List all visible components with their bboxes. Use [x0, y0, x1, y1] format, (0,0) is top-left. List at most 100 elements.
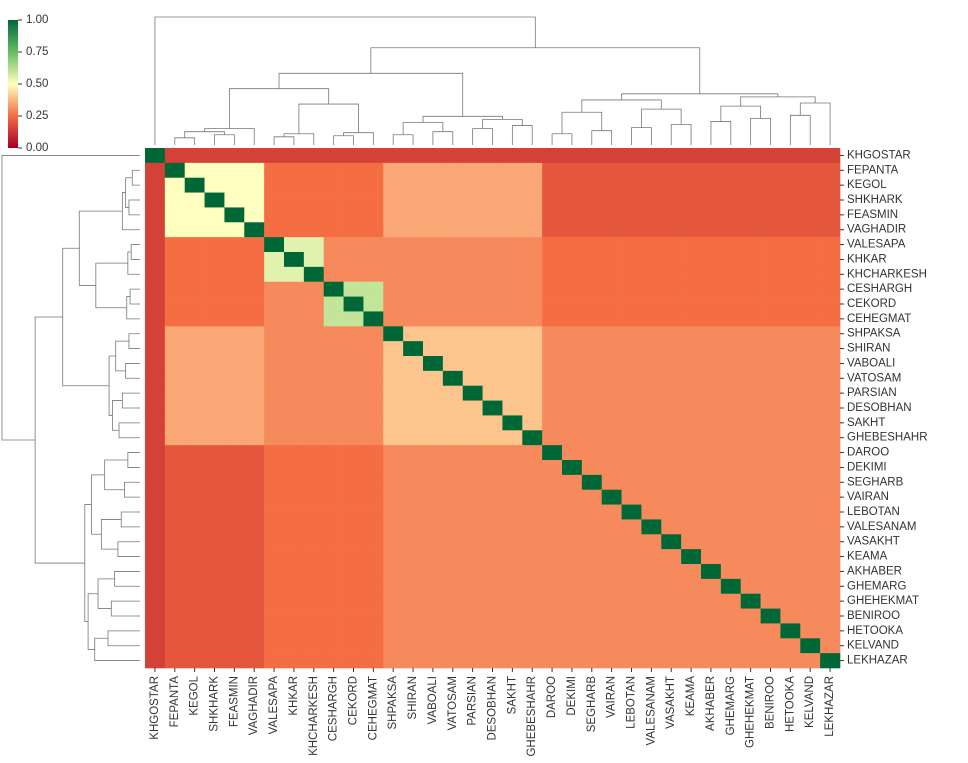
heatmap-cell: [165, 222, 185, 237]
top-dendrogram: [433, 132, 453, 145]
col-label: KHCHARKESH: [308, 676, 320, 756]
heatmap-cell: [363, 638, 383, 653]
heatmap-cell: [641, 282, 661, 297]
row-label: FEASMIN: [847, 209, 898, 221]
heatmap-cell: [383, 475, 403, 490]
col-label: GHEMARG: [725, 676, 737, 735]
heatmap-cell: [383, 163, 403, 178]
heatmap-cell: [542, 282, 562, 297]
col-label: CESHARGH: [328, 676, 340, 741]
row-label: SAKHT: [847, 417, 885, 429]
heatmap-cell: [264, 267, 284, 282]
heatmap-cell: [264, 297, 284, 312]
heatmap-cell: [780, 505, 800, 520]
heatmap-cell: [641, 193, 661, 208]
heatmap-cell: [324, 415, 344, 430]
col-label: VALESANAM: [645, 676, 657, 745]
heatmap-cell: [800, 475, 820, 490]
heatmap-cell: [165, 178, 185, 193]
heatmap-cell: [205, 326, 225, 341]
heatmap-cell: [582, 475, 602, 490]
heatmap-cell: [403, 490, 423, 505]
heatmap-cell: [165, 564, 185, 579]
heatmap-cell: [284, 193, 304, 208]
heatmap-cell: [463, 267, 483, 282]
row-label: VATOSAM: [847, 372, 901, 384]
heatmap-cell: [363, 148, 383, 163]
heatmap-cell: [502, 609, 522, 624]
heatmap-cell: [344, 549, 364, 564]
heatmap-cell: [383, 623, 403, 638]
heatmap-cell: [622, 148, 642, 163]
heatmap-cell: [423, 579, 443, 594]
heatmap-cell: [224, 371, 244, 386]
heatmap-cell: [244, 460, 264, 475]
heatmap-cell: [205, 207, 225, 222]
heatmap-cell: [145, 371, 165, 386]
heatmap-cell: [363, 282, 383, 297]
heatmap-cell: [403, 178, 423, 193]
heatmap-cell: [244, 207, 264, 222]
heatmap-cell: [165, 460, 185, 475]
col-label: CEKORD: [348, 676, 360, 725]
heatmap-cell: [205, 445, 225, 460]
heatmap-cell: [761, 401, 781, 416]
heatmap-cell: [205, 401, 225, 416]
heatmap-cell: [463, 326, 483, 341]
heatmap-cell: [383, 371, 403, 386]
heatmap-cell: [641, 445, 661, 460]
heatmap-cell: [324, 430, 344, 445]
heatmap-cell: [284, 490, 304, 505]
heatmap-cell: [602, 267, 622, 282]
heatmap-cell: [820, 579, 840, 594]
heatmap-cell: [324, 623, 344, 638]
left-dendrogram: [95, 638, 140, 660]
heatmap-cell: [205, 311, 225, 326]
heatmap-cell: [403, 445, 423, 460]
heatmap-cell: [463, 207, 483, 222]
heatmap-cell: [324, 579, 344, 594]
heatmap-cell: [820, 356, 840, 371]
heatmap-cell: [661, 282, 681, 297]
heatmap-cell: [661, 237, 681, 252]
heatmap-cell: [661, 579, 681, 594]
heatmap-cell: [701, 252, 721, 267]
heatmap-cell: [185, 564, 205, 579]
heatmap-cell: [205, 178, 225, 193]
heatmap-cell: [224, 356, 244, 371]
col-label: DEKIMI: [566, 676, 578, 716]
heatmap-cell: [641, 341, 661, 356]
heatmap-cell: [185, 178, 205, 193]
heatmap-cell: [383, 564, 403, 579]
heatmap-cell: [800, 237, 820, 252]
heatmap-cell: [403, 609, 423, 624]
heatmap-cell: [145, 282, 165, 297]
heatmap-cell: [582, 178, 602, 193]
heatmap-cell: [721, 609, 741, 624]
heatmap-cell: [800, 341, 820, 356]
heatmap-cell: [681, 193, 701, 208]
heatmap-cell: [820, 445, 840, 460]
heatmap-cell: [542, 237, 562, 252]
top-dendrogram: [741, 97, 815, 106]
heatmap-cell: [304, 282, 324, 297]
heatmap-cell: [562, 534, 582, 549]
heatmap-cell: [800, 445, 820, 460]
heatmap-cell: [681, 252, 701, 267]
heatmap-cell: [582, 623, 602, 638]
top-dendrogram: [371, 48, 700, 94]
heatmap-cell: [681, 371, 701, 386]
heatmap-cell: [780, 311, 800, 326]
heatmap-cell: [542, 519, 562, 534]
heatmap-cell: [284, 638, 304, 653]
heatmap-cell: [165, 207, 185, 222]
heatmap-cell: [383, 579, 403, 594]
heatmap-cell: [344, 430, 364, 445]
heatmap-cell: [463, 564, 483, 579]
heatmap-cell: [463, 505, 483, 520]
heatmap-cell: [483, 401, 503, 416]
top-dendrogram: [215, 135, 235, 145]
heatmap-cell: [363, 297, 383, 312]
heatmap-cell: [304, 594, 324, 609]
heatmap-cell: [185, 148, 205, 163]
